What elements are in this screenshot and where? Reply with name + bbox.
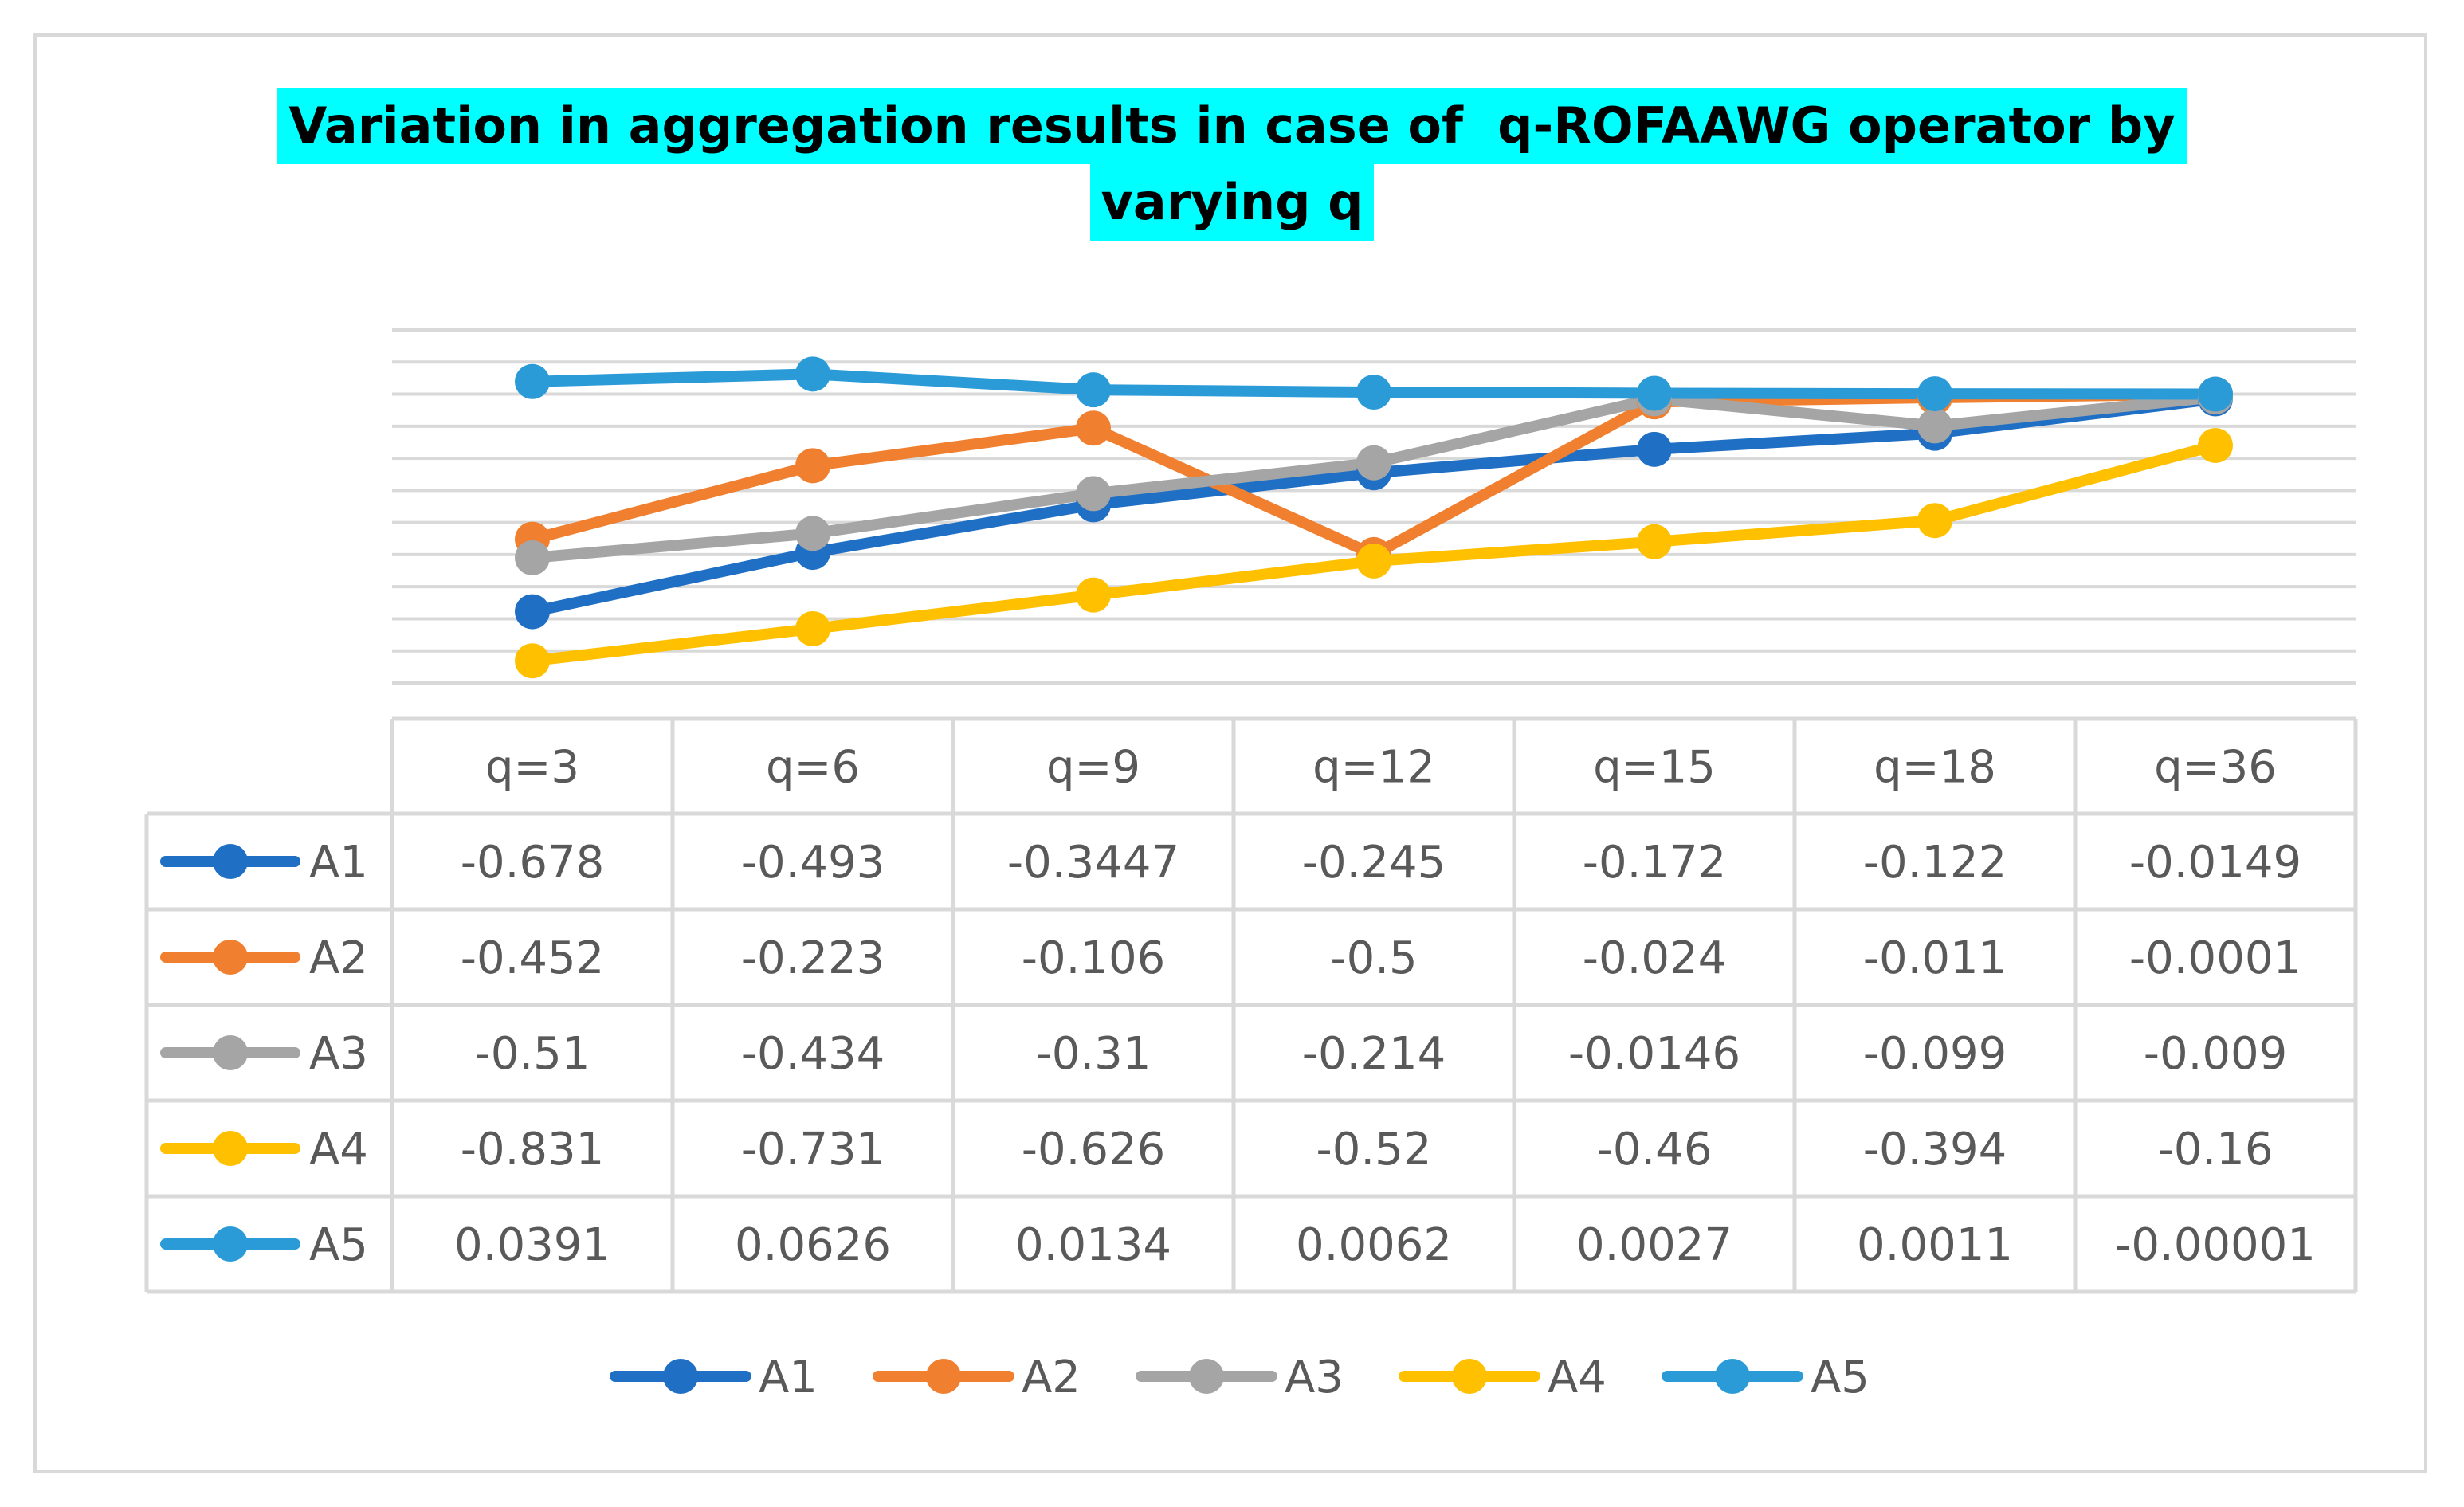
data-label: -0.0149 [2129, 837, 2301, 889]
data-point-a4 [2198, 427, 2233, 463]
data-label: 0.0011 [1857, 1219, 2013, 1271]
data-label: -0.51 [475, 1028, 590, 1080]
data-label: -0.452 [461, 932, 605, 984]
data-label: 0.0134 [1015, 1219, 1171, 1271]
data-label: -0.009 [2144, 1028, 2288, 1080]
data-label: -0.106 [1022, 932, 1166, 984]
legend-label: A4 [1548, 1352, 1607, 1403]
category-label: q=12 [1312, 742, 1435, 794]
row-key-marker-a5 [213, 1226, 248, 1262]
data-point-a5 [2198, 376, 2233, 412]
legend-label: A3 [1285, 1352, 1344, 1403]
data-point-a4 [1356, 543, 1391, 579]
data-label: 0.0062 [1296, 1219, 1452, 1271]
legend-label: A5 [1811, 1352, 1870, 1403]
legend-key-marker-a2 [926, 1359, 961, 1394]
data-label: -0.223 [741, 932, 885, 984]
chart-title: Variation in aggregation results in case… [0, 88, 2464, 241]
data-label: -0.52 [1316, 1124, 1432, 1175]
data-point-a3 [1076, 476, 1111, 512]
chart-title-line-1: Variation in aggregation results in case… [277, 88, 2187, 164]
data-label: -0.024 [1583, 932, 1727, 984]
data-point-a2 [795, 448, 830, 484]
data-label: -0.214 [1302, 1028, 1446, 1080]
row-key-marker-a3 [213, 1035, 248, 1070]
data-point-a5 [1637, 375, 1672, 411]
data-point-a5 [1917, 376, 1952, 412]
data-label: -0.678 [461, 837, 605, 889]
category-label: q=15 [1593, 742, 1716, 794]
data-point-a4 [795, 610, 830, 646]
category-label: q=18 [1874, 742, 1996, 794]
data-label: -0.0001 [2129, 932, 2301, 984]
legend-label: A1 [759, 1352, 818, 1403]
data-point-a3 [515, 540, 550, 575]
data-point-a5 [1356, 375, 1391, 410]
data-point-a4 [1637, 524, 1672, 559]
data-label: -0.626 [1022, 1124, 1166, 1175]
data-label: 0.0626 [735, 1219, 891, 1271]
category-label: q=9 [1046, 742, 1140, 794]
data-label: -0.00001 [2115, 1219, 2316, 1271]
data-point-a1 [515, 594, 550, 630]
row-series-name: A4 [309, 1124, 368, 1175]
legend-key-marker-a1 [663, 1359, 698, 1394]
legend-key-marker-a4 [1452, 1359, 1487, 1394]
data-label: -0.16 [2158, 1124, 2274, 1175]
data-label: -0.394 [1863, 1124, 2007, 1175]
data-label: -0.172 [1583, 837, 1727, 889]
row-key-marker-a1 [213, 844, 248, 879]
data-point-a3 [1356, 445, 1391, 481]
series-lines [515, 356, 2233, 679]
row-series-name: A2 [309, 932, 368, 984]
row-series-name: A5 [309, 1219, 368, 1271]
series-line-a1 [527, 393, 2221, 618]
data-point-a3 [1917, 408, 1952, 444]
data-table: q=3 q=6 q=9 q=12 q=15 q=18 q=36 A1 -0.678 -0.493 -… [144, 716, 2358, 1294]
data-label: -0.31 [1036, 1028, 1152, 1080]
data-label: -0.46 [1597, 1124, 1713, 1175]
legend-key-marker-a3 [1189, 1359, 1224, 1394]
row-key-marker-a4 [213, 1131, 248, 1166]
data-label: -0.0146 [1568, 1028, 1740, 1080]
data-label: -0.245 [1302, 837, 1446, 889]
chart-frame [33, 33, 2427, 1473]
data-point-a4 [1917, 503, 1952, 539]
data-label: -0.434 [741, 1028, 885, 1080]
data-label: -0.122 [1863, 837, 2007, 889]
data-point-a4 [515, 643, 550, 679]
data-label: -0.731 [741, 1124, 885, 1175]
data-label: -0.099 [1863, 1028, 2007, 1080]
legend-key-marker-a5 [1715, 1359, 1750, 1394]
data-label: 0.0027 [1576, 1219, 1732, 1271]
data-label: -0.493 [741, 837, 885, 889]
chart-title-line-2: varying q [1089, 164, 1375, 241]
data-point-a5 [1076, 372, 1111, 408]
data-point-a1 [1637, 431, 1672, 467]
row-series-name: A1 [309, 837, 368, 889]
data-label: -0.831 [461, 1124, 605, 1175]
data-point-a5 [515, 363, 550, 399]
row-key-marker-a2 [213, 940, 248, 975]
category-label: q=3 [485, 742, 579, 794]
legend: A1 A2 A3 A4 A5 [610, 1352, 1870, 1403]
data-label: -0.011 [1863, 932, 2007, 984]
row-series-name: A3 [309, 1028, 368, 1080]
data-point-a2 [1076, 410, 1111, 446]
legend-label: A2 [1022, 1352, 1081, 1403]
data-point-a3 [795, 516, 830, 551]
category-label: q=6 [766, 742, 860, 794]
category-label: q=36 [2154, 742, 2277, 794]
data-label: -0.3447 [1007, 837, 1179, 889]
data-point-a5 [795, 356, 830, 392]
data-label: -0.5 [1330, 932, 1417, 984]
data-point-a4 [1076, 577, 1111, 613]
data-label: 0.0391 [454, 1219, 610, 1271]
